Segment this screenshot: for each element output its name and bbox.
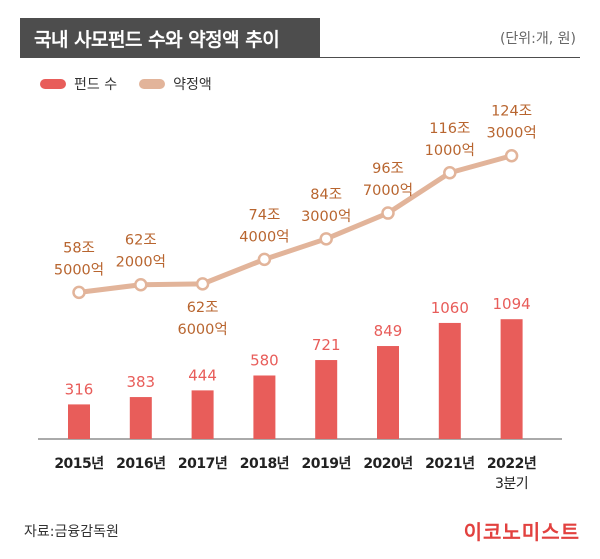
brand-logo: 이코노미스트: [463, 520, 580, 544]
bar-value-label: 580: [250, 351, 279, 369]
bar-fund-count: [253, 375, 276, 439]
line-point-commitment: [134, 277, 148, 292]
line-point-commitment: [319, 232, 333, 246]
bar-value-label: 1094: [493, 295, 531, 313]
legend-label-commitment: 약정액: [173, 77, 212, 93]
legend-item-commitment: 약정액: [139, 74, 212, 94]
bar-value-label: 849: [374, 322, 403, 340]
line-point-commitment: [443, 166, 457, 180]
bar-value-label: 444: [188, 366, 217, 384]
x-tick-label: 2017년: [178, 456, 227, 472]
line-point-commitment: [195, 277, 210, 291]
line-value-label: 58조 5000억: [54, 240, 104, 278]
line-value-label: 96조 7000억: [363, 161, 413, 199]
x-tick-label: 2020년: [363, 456, 412, 472]
title-divider: [320, 57, 580, 58]
bar-fund-count: [191, 390, 214, 439]
bar-value-label: 1060: [431, 299, 469, 317]
x-tick-label: 2022년 3분기: [487, 456, 536, 492]
line-value-label: 116조 1000억: [425, 121, 475, 159]
line-point-commitment: [381, 206, 395, 220]
legend: 펀드 수 약정액: [40, 74, 234, 94]
line-value-label: 74조 4000억: [239, 207, 289, 245]
bar-fund-count: [129, 397, 152, 439]
line-value-label: 62조 6000억: [177, 300, 227, 338]
bar-value-label: 316: [65, 380, 94, 398]
bar-fund-count: [68, 404, 90, 439]
bar-fund-count: [500, 319, 523, 439]
line-point-commitment: [72, 285, 86, 300]
source-note: 자료:금융감독원: [24, 524, 119, 540]
bar-fund-count: [438, 322, 461, 439]
line-value-label: 84조 3000억: [301, 187, 351, 225]
bar-fund-count: [377, 346, 399, 439]
legend-label-fund-count: 펀드 수: [74, 77, 118, 93]
legend-swatch-fund-count: [40, 79, 66, 89]
chart-title: 국내 사모펀드 수와 약정액 추이: [34, 28, 280, 51]
x-tick-label: 2018년: [240, 456, 289, 472]
unit-note: (단위:개, 원): [499, 31, 576, 47]
x-tick-label: 2021년: [425, 456, 474, 472]
bar-value-label: 721: [312, 336, 341, 354]
legend-swatch-commitment: [139, 79, 166, 89]
x-tick-label: 2015년: [54, 456, 103, 472]
line-value-label: 62조 2000억: [116, 233, 166, 271]
legend-item-fund-count: 펀드 수: [40, 74, 117, 94]
x-tick-label: 2019년: [302, 456, 351, 472]
bar-value-label: 383: [126, 373, 155, 391]
x-tick-label: 2016년: [116, 456, 165, 472]
line-point-commitment: [504, 148, 519, 163]
line-point-commitment: [257, 252, 272, 267]
chart-title-bar: 국내 사모펀드 수와 약정액 추이: [20, 18, 320, 58]
bar-fund-count: [315, 360, 338, 439]
line-value-label: 124조 3000억: [486, 104, 536, 142]
line-commitment: [76, 153, 515, 295]
